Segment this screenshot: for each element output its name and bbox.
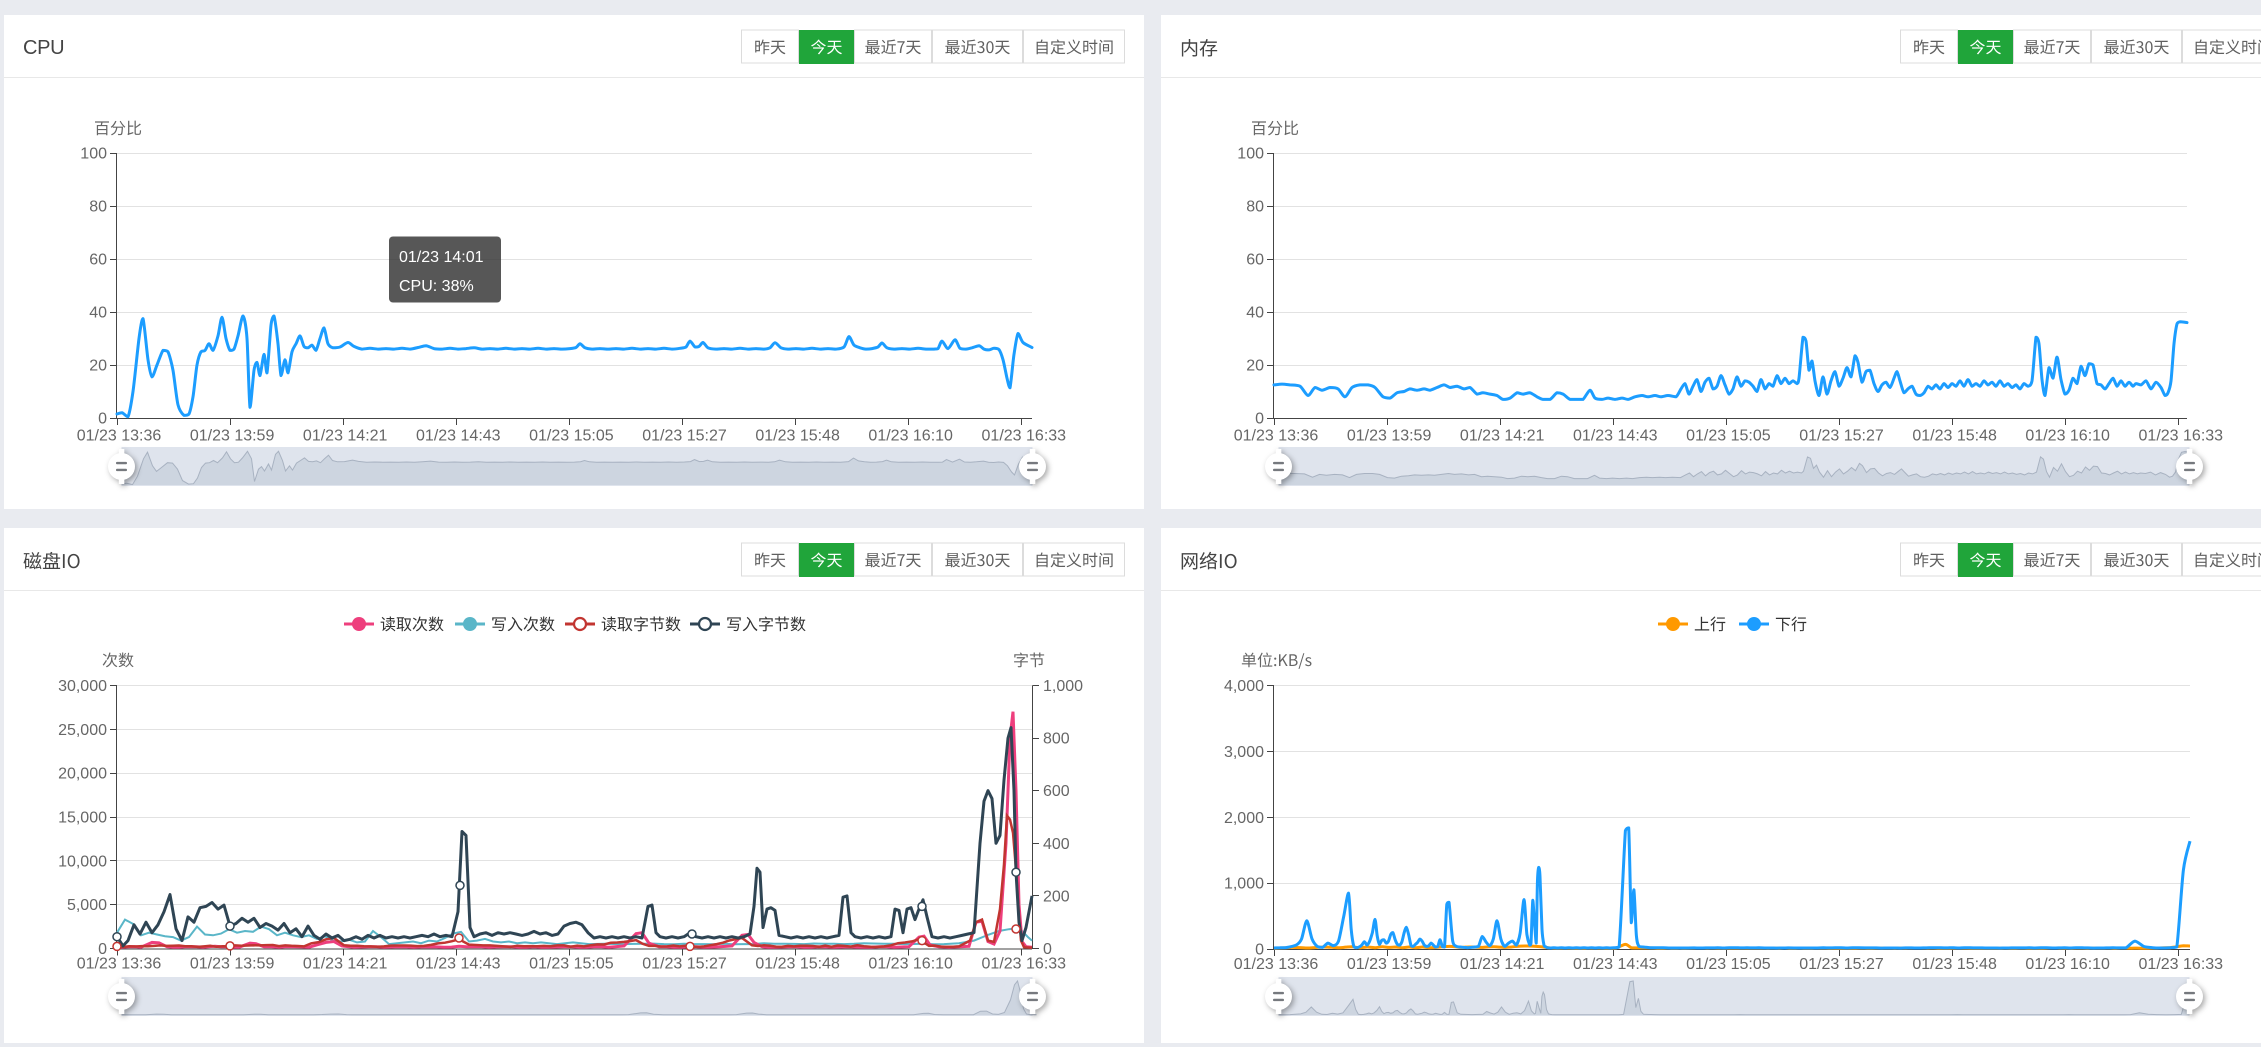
svg-text:01/23 14:21: 01/23 14:21 bbox=[303, 428, 388, 445]
svg-text:01/23 15:05: 01/23 15:05 bbox=[1686, 428, 1771, 445]
svg-text:01/23 15:05: 01/23 15:05 bbox=[529, 956, 614, 973]
svg-text:4,000: 4,000 bbox=[1224, 678, 1264, 695]
svg-text:80: 80 bbox=[89, 199, 107, 216]
svg-text:40: 40 bbox=[1246, 305, 1264, 322]
svg-text:200: 200 bbox=[1043, 888, 1070, 905]
svg-text:01/23 14:21: 01/23 14:21 bbox=[1460, 428, 1545, 445]
svg-text:01/23 13:59: 01/23 13:59 bbox=[1347, 956, 1432, 973]
svg-text:01/23 13:36: 01/23 13:36 bbox=[1234, 428, 1319, 445]
svg-text:30,000: 30,000 bbox=[58, 678, 107, 695]
svg-text:01/23 13:59: 01/23 13:59 bbox=[1347, 428, 1432, 445]
svg-text:0: 0 bbox=[1255, 411, 1264, 428]
svg-text:01/23 14:43: 01/23 14:43 bbox=[416, 428, 501, 445]
svg-text:15,000: 15,000 bbox=[58, 810, 107, 827]
svg-text:01/23 16:33: 01/23 16:33 bbox=[982, 956, 1067, 973]
svg-text:01/23 15:27: 01/23 15:27 bbox=[1799, 428, 1884, 445]
svg-text:60: 60 bbox=[89, 252, 107, 269]
svg-text:3,000: 3,000 bbox=[1224, 744, 1264, 761]
svg-text:01/23 14:21: 01/23 14:21 bbox=[303, 956, 388, 973]
svg-text:01/23 15:27: 01/23 15:27 bbox=[642, 428, 727, 445]
svg-text:01/23 14:43: 01/23 14:43 bbox=[1573, 956, 1658, 973]
svg-text:0: 0 bbox=[1043, 941, 1052, 958]
svg-text:40: 40 bbox=[89, 305, 107, 322]
svg-text:01/23 15:48: 01/23 15:48 bbox=[1912, 428, 1997, 445]
svg-text:01/23 16:33: 01/23 16:33 bbox=[2139, 428, 2224, 445]
svg-text:CPU: 38%: CPU: 38% bbox=[399, 278, 474, 295]
svg-text:20,000: 20,000 bbox=[58, 766, 107, 783]
svg-text:1,000: 1,000 bbox=[1043, 678, 1083, 695]
svg-text:0: 0 bbox=[1255, 942, 1264, 959]
svg-text:01/23 15:48: 01/23 15:48 bbox=[755, 956, 840, 973]
svg-text:CPU: CPU bbox=[23, 37, 64, 59]
svg-text:01/23 15:27: 01/23 15:27 bbox=[642, 956, 727, 973]
svg-text:20: 20 bbox=[89, 358, 107, 375]
svg-text:0: 0 bbox=[98, 411, 107, 428]
svg-text:01/23 16:10: 01/23 16:10 bbox=[2025, 428, 2110, 445]
svg-text:600: 600 bbox=[1043, 783, 1070, 800]
svg-text:01/23 14:21: 01/23 14:21 bbox=[1460, 956, 1545, 973]
svg-text:800: 800 bbox=[1043, 731, 1070, 748]
svg-text:400: 400 bbox=[1043, 836, 1070, 853]
svg-text:01/23 16:10: 01/23 16:10 bbox=[868, 956, 953, 973]
svg-text:1,000: 1,000 bbox=[1224, 876, 1264, 893]
svg-text:01/23 16:33: 01/23 16:33 bbox=[2139, 956, 2224, 973]
svg-text:80: 80 bbox=[1246, 199, 1264, 216]
svg-text:01/23 15:05: 01/23 15:05 bbox=[529, 428, 614, 445]
svg-text:01/23 15:48: 01/23 15:48 bbox=[755, 428, 840, 445]
svg-text:01/23 16:10: 01/23 16:10 bbox=[868, 428, 953, 445]
svg-text:01/23 15:48: 01/23 15:48 bbox=[1912, 956, 1997, 973]
svg-text:01/23 14:43: 01/23 14:43 bbox=[1573, 428, 1658, 445]
svg-text:60: 60 bbox=[1246, 252, 1264, 269]
svg-text:20: 20 bbox=[1246, 358, 1264, 375]
svg-text:01/23 13:59: 01/23 13:59 bbox=[190, 956, 275, 973]
svg-text:01/23 16:33: 01/23 16:33 bbox=[982, 428, 1067, 445]
svg-text:01/23 16:10: 01/23 16:10 bbox=[2025, 956, 2110, 973]
svg-text:25,000: 25,000 bbox=[58, 722, 107, 739]
svg-text:01/23 13:36: 01/23 13:36 bbox=[77, 956, 162, 973]
svg-text:01/23 13:59: 01/23 13:59 bbox=[190, 428, 275, 445]
svg-text:10,000: 10,000 bbox=[58, 853, 107, 870]
svg-text:01/23 13:36: 01/23 13:36 bbox=[77, 428, 162, 445]
svg-text:100: 100 bbox=[80, 146, 107, 163]
svg-text:5,000: 5,000 bbox=[67, 897, 107, 914]
svg-text:01/23 15:27: 01/23 15:27 bbox=[1799, 956, 1884, 973]
svg-text:2,000: 2,000 bbox=[1224, 810, 1264, 827]
svg-text:01/23 15:05: 01/23 15:05 bbox=[1686, 956, 1771, 973]
svg-text:01/23 14:01: 01/23 14:01 bbox=[399, 249, 484, 266]
svg-text:01/23 13:36: 01/23 13:36 bbox=[1234, 956, 1319, 973]
svg-text:100: 100 bbox=[1237, 146, 1264, 163]
svg-text:01/23 14:43: 01/23 14:43 bbox=[416, 956, 501, 973]
svg-text:0: 0 bbox=[98, 941, 107, 958]
